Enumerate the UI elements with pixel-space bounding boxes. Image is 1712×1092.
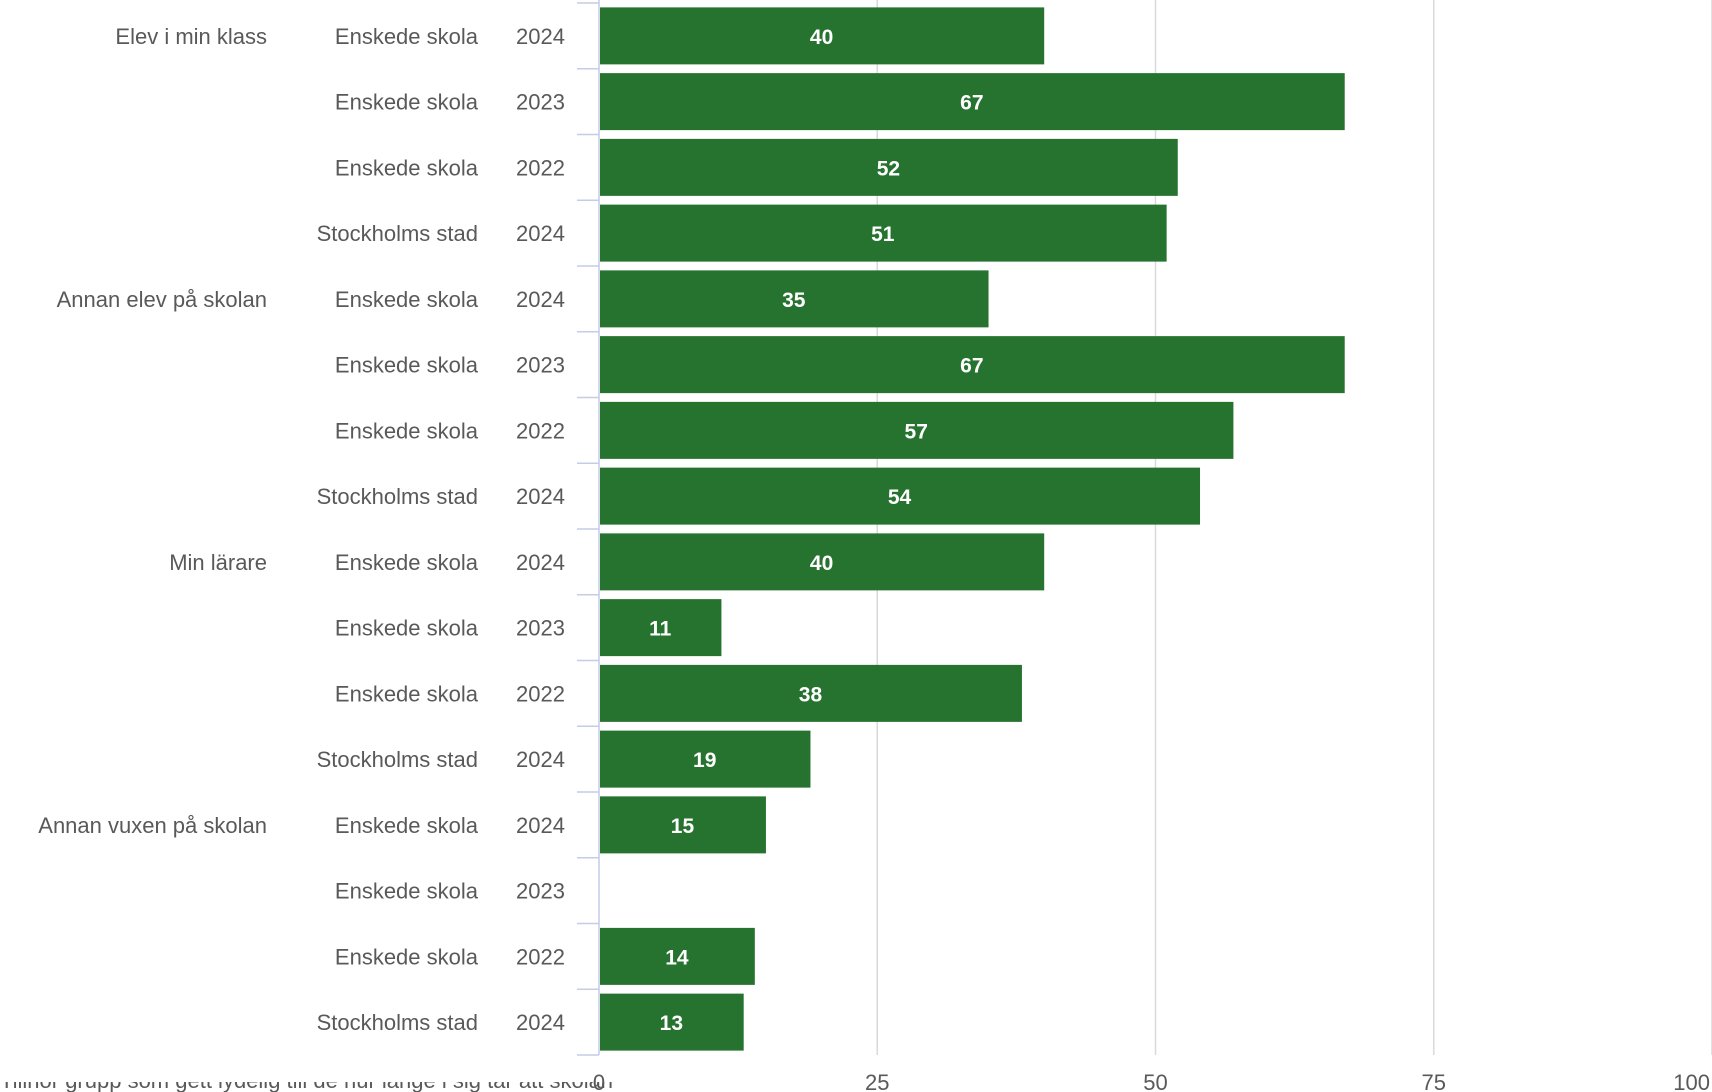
bar-value-label: 14 — [665, 946, 689, 969]
year-label: 2024 — [516, 24, 565, 49]
source-label: Enskede skola — [335, 418, 479, 443]
bar — [600, 204, 1167, 262]
x-tick-label: 50 — [1143, 1070, 1167, 1092]
year-label: 2023 — [516, 879, 565, 904]
bar-value-label: 15 — [671, 815, 695, 838]
bar — [600, 599, 722, 657]
bar — [600, 401, 1234, 459]
bar — [600, 927, 755, 985]
bar-value-label: 67 — [960, 355, 983, 378]
bar-value-label: 57 — [905, 420, 928, 443]
bar — [600, 270, 989, 328]
bar-value-label: 51 — [871, 223, 895, 246]
source-label: Enskede skola — [335, 616, 479, 641]
year-label: 2024 — [516, 1010, 565, 1035]
source-label: Enskede skola — [335, 813, 479, 838]
bar — [600, 730, 811, 788]
year-label: 2023 — [516, 90, 565, 115]
source-label: Enskede skola — [335, 90, 479, 115]
source-label: Enskede skola — [335, 681, 479, 706]
year-label: 2024 — [516, 813, 565, 838]
bar — [600, 664, 1022, 722]
x-tick-label: 75 — [1422, 1070, 1446, 1092]
year-label: 2022 — [516, 944, 565, 969]
footnote: Tillhör grupp som gett lydelig till de h… — [0, 1082, 1100, 1092]
bar-value-label: 40 — [810, 552, 833, 575]
group-label: Annan elev på skolan — [57, 287, 267, 312]
year-label: 2024 — [516, 287, 565, 312]
bar-value-label: 19 — [693, 749, 716, 772]
bar — [600, 533, 1045, 591]
bar-value-label: 13 — [660, 1012, 683, 1035]
source-label: Enskede skola — [335, 155, 479, 180]
year-label: 2024 — [516, 484, 565, 509]
x-tick-label: 25 — [865, 1070, 889, 1092]
source-label: Enskede skola — [335, 24, 479, 49]
source-label: Stockholms stad — [317, 747, 478, 772]
bar — [600, 467, 1201, 525]
category-labels: 2024 Enskede skola Elev i min klass 2023 Ens… — [38, 24, 565, 1035]
bar-value-label: 54 — [888, 486, 912, 509]
source-label: Enskede skola — [335, 353, 479, 378]
year-label: 2022 — [516, 418, 565, 443]
year-label: 2022 — [516, 681, 565, 706]
bar — [600, 336, 1345, 394]
bar — [600, 138, 1178, 196]
year-label: 2023 — [516, 353, 565, 378]
category-axis — [577, 0, 600, 1056]
footnote-text: Tillhör grupp som gett lydelig till de h… — [0, 1082, 613, 1092]
bar-value-label: 38 — [799, 683, 823, 706]
bar — [600, 73, 1345, 131]
source-label: Stockholms stad — [317, 484, 478, 509]
bars: 40 67 52 51 35 67 57 54 40 11 38 19 15 14 13 — [600, 7, 1345, 1051]
x-tick-label: 100 — [1673, 1070, 1710, 1092]
bar — [600, 7, 1045, 65]
year-label: 2024 — [516, 550, 565, 575]
bar — [600, 993, 744, 1051]
year-label: 2024 — [516, 221, 565, 246]
year-label: 2024 — [516, 747, 565, 772]
group-label: Elev i min klass — [115, 24, 267, 49]
year-label: 2022 — [516, 155, 565, 180]
bar — [600, 796, 766, 854]
bar-value-label: 35 — [782, 289, 806, 312]
x-axis-ticks: 0 25 50 75 100 — [593, 1070, 1710, 1092]
year-label: 2023 — [516, 616, 565, 641]
group-label: Min lärare — [169, 550, 267, 575]
bar-value-label: 11 — [649, 618, 672, 641]
source-label: Stockholms stad — [317, 1010, 478, 1035]
source-label: Enskede skola — [335, 944, 479, 969]
source-label: Enskede skola — [335, 550, 479, 575]
x-tick-label: 0 — [593, 1070, 605, 1092]
bar-value-label: 67 — [960, 92, 983, 115]
group-label: Annan vuxen på skolan — [38, 813, 267, 838]
source-label: Enskede skola — [335, 287, 479, 312]
bar-value-label: 52 — [877, 157, 900, 180]
source-label: Stockholms stad — [317, 221, 478, 246]
bar-value-label: 40 — [810, 26, 833, 49]
source-label: Enskede skola — [335, 879, 479, 904]
